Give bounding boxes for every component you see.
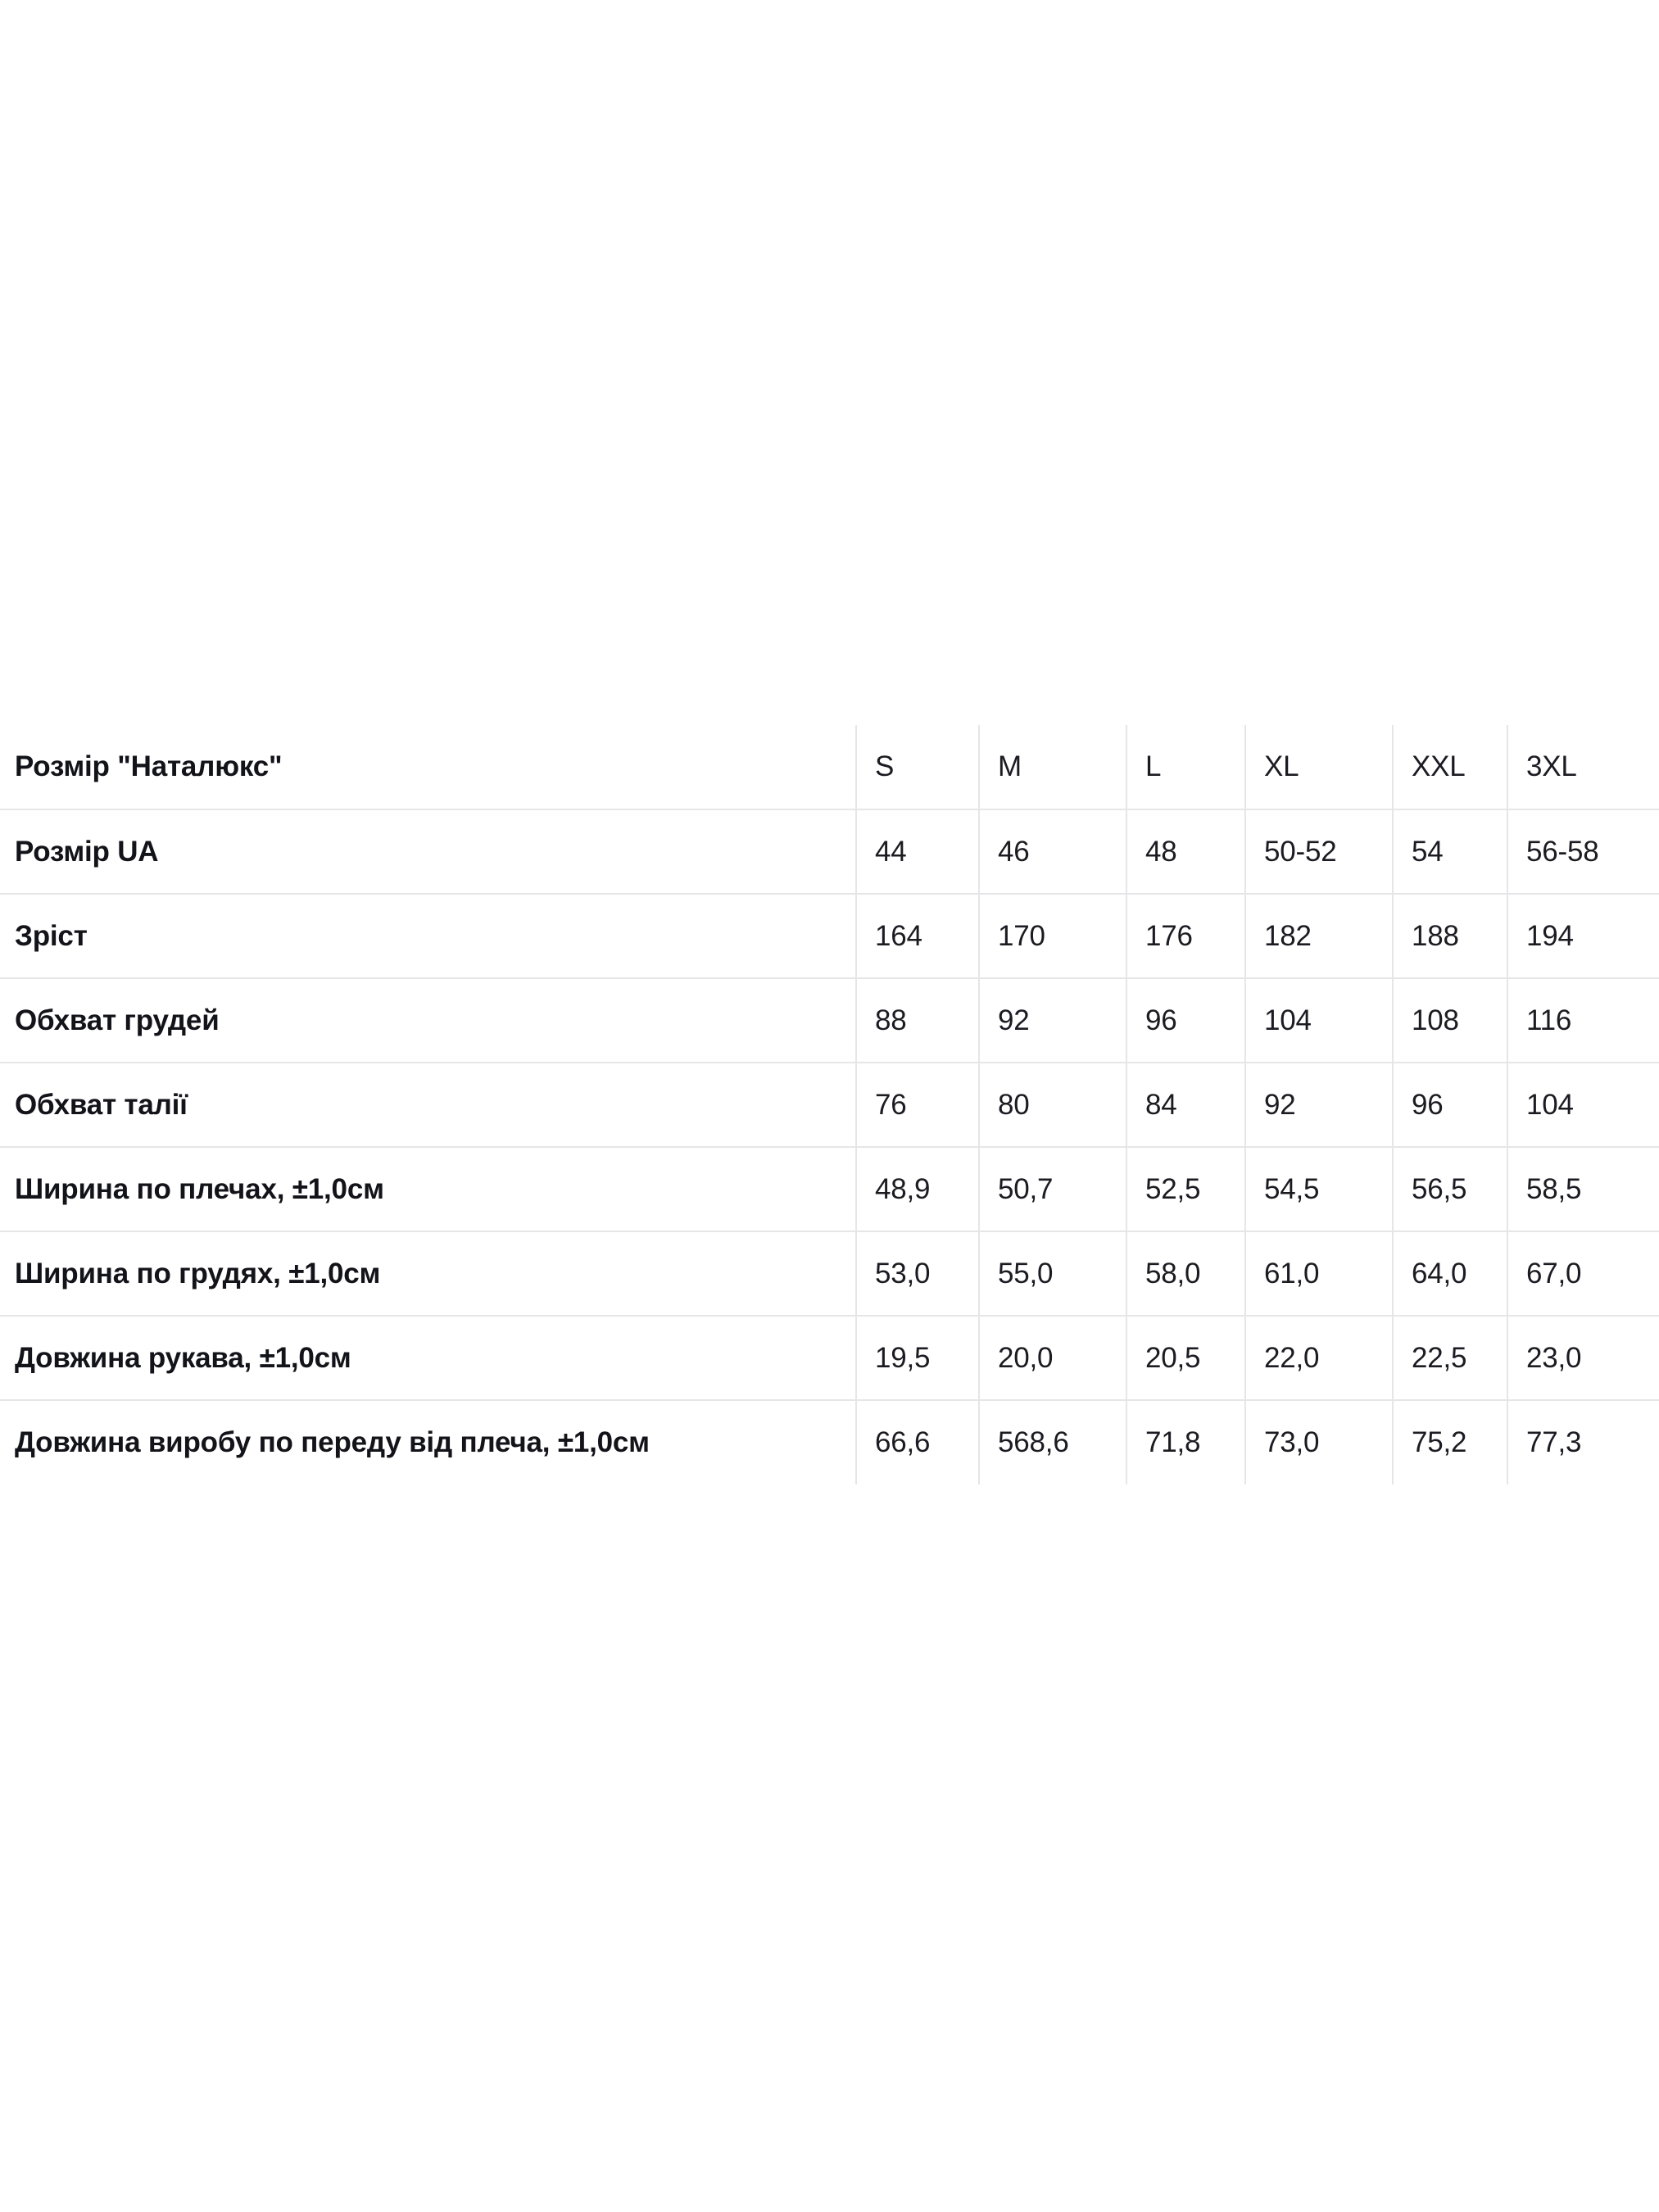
cell-front-length-xxl: 75,2 <box>1392 1399 1507 1484</box>
row-label-chest-width: Ширина по грудях, ±1,0см <box>0 1231 856 1316</box>
row-label-waist-girth: Обхват талії <box>0 1062 856 1147</box>
column-header-s: S <box>855 725 979 809</box>
table-row-front-length: Довжина виробу по переду від плеча, ±1,0… <box>0 1399 1659 1484</box>
cell-front-length-l: 71,8 <box>1126 1399 1245 1484</box>
cell-waist-girth-xl: 92 <box>1244 1062 1393 1147</box>
cell-chest-width-xxl: 64,0 <box>1392 1231 1507 1316</box>
cell-front-length-3xl: 77,3 <box>1507 1399 1659 1484</box>
table-row-shoulder-width: Ширина по плечах, ±1,0см 48,9 50,7 52,5 … <box>0 1146 1659 1231</box>
cell-waist-girth-xxl: 96 <box>1392 1062 1507 1147</box>
cell-sleeve-length-s: 19,5 <box>855 1315 979 1400</box>
cell-chest-width-3xl: 67,0 <box>1507 1231 1659 1316</box>
column-header-l: L <box>1126 725 1245 809</box>
column-header-3xl: 3XL <box>1507 725 1659 809</box>
row-label-chest-girth: Обхват грудей <box>0 977 856 1063</box>
cell-shoulder-width-xxl: 56,5 <box>1392 1146 1507 1231</box>
cell-shoulder-width-3xl: 58,5 <box>1507 1146 1659 1231</box>
cell-front-length-xl: 73,0 <box>1244 1399 1393 1484</box>
row-label-shoulder-width: Ширина по плечах, ±1,0см <box>0 1146 856 1231</box>
cell-front-length-m: 568,6 <box>978 1399 1126 1484</box>
cell-height-xl: 182 <box>1244 893 1393 978</box>
row-label-front-length: Довжина виробу по переду від плеча, ±1,0… <box>0 1399 856 1484</box>
cell-chest-girth-xxl: 108 <box>1392 977 1507 1063</box>
row-label-height: Зріст <box>0 893 856 978</box>
table-row-chest-girth: Обхват грудей 88 92 96 104 108 116 <box>0 977 1659 1063</box>
cell-waist-girth-3xl: 104 <box>1507 1062 1659 1147</box>
table-row-waist-girth: Обхват талії 76 80 84 92 96 104 <box>0 1062 1659 1147</box>
cell-shoulder-width-l: 52,5 <box>1126 1146 1245 1231</box>
cell-height-l: 176 <box>1126 893 1245 978</box>
cell-chest-width-s: 53,0 <box>855 1231 979 1316</box>
cell-ua-size-xl: 50-52 <box>1244 809 1393 894</box>
table-row-sleeve-length: Довжина рукава, ±1,0см 19,5 20,0 20,5 22… <box>0 1315 1659 1400</box>
cell-chest-width-xl: 61,0 <box>1244 1231 1393 1316</box>
column-header-m: M <box>978 725 1126 809</box>
row-label-sleeve-length: Довжина рукава, ±1,0см <box>0 1315 856 1400</box>
cell-front-length-s: 66,6 <box>855 1399 979 1484</box>
cell-ua-size-s: 44 <box>855 809 979 894</box>
row-label-brand-size: Розмір "Наталюкс" <box>0 725 856 809</box>
cell-shoulder-width-m: 50,7 <box>978 1146 1126 1231</box>
cell-height-xxl: 188 <box>1392 893 1507 978</box>
cell-sleeve-length-xl: 22,0 <box>1244 1315 1393 1400</box>
cell-chest-girth-xl: 104 <box>1244 977 1393 1063</box>
column-header-xxl: XXL <box>1392 725 1507 809</box>
cell-height-3xl: 194 <box>1507 893 1659 978</box>
cell-chest-width-l: 58,0 <box>1126 1231 1245 1316</box>
cell-waist-girth-s: 76 <box>855 1062 979 1147</box>
table-row-brand-size: Розмір "Наталюкс" S M L XL XXL 3XL <box>0 725 1659 809</box>
cell-chest-girth-l: 96 <box>1126 977 1245 1063</box>
cell-shoulder-width-xl: 54,5 <box>1244 1146 1393 1231</box>
cell-sleeve-length-l: 20,5 <box>1126 1315 1245 1400</box>
column-header-xl: XL <box>1244 725 1393 809</box>
size-chart-table: Розмір "Наталюкс" S M L XL XXL 3XL Розмі… <box>0 725 1659 1484</box>
row-label-ua-size: Розмір UA <box>0 809 856 894</box>
cell-chest-girth-s: 88 <box>855 977 979 1063</box>
cell-ua-size-l: 48 <box>1126 809 1245 894</box>
cell-ua-size-xxl: 54 <box>1392 809 1507 894</box>
size-chart-container: Розмір "Наталюкс" S M L XL XXL 3XL Розмі… <box>0 725 1659 1484</box>
table-row-ua-size: Розмір UA 44 46 48 50-52 54 56-58 <box>0 809 1659 894</box>
cell-shoulder-width-s: 48,9 <box>855 1146 979 1231</box>
table-row-chest-width: Ширина по грудях, ±1,0см 53,0 55,0 58,0 … <box>0 1231 1659 1316</box>
cell-waist-girth-m: 80 <box>978 1062 1126 1147</box>
cell-height-s: 164 <box>855 893 979 978</box>
cell-ua-size-3xl: 56-58 <box>1507 809 1659 894</box>
cell-chest-girth-3xl: 116 <box>1507 977 1659 1063</box>
table-row-height: Зріст 164 170 176 182 188 194 <box>0 893 1659 978</box>
cell-ua-size-m: 46 <box>978 809 1126 894</box>
cell-chest-girth-m: 92 <box>978 977 1126 1063</box>
cell-sleeve-length-3xl: 23,0 <box>1507 1315 1659 1400</box>
cell-height-m: 170 <box>978 893 1126 978</box>
size-chart-body: Розмір "Наталюкс" S M L XL XXL 3XL Розмі… <box>0 725 1659 1484</box>
cell-sleeve-length-xxl: 22,5 <box>1392 1315 1507 1400</box>
cell-sleeve-length-m: 20,0 <box>978 1315 1126 1400</box>
cell-chest-width-m: 55,0 <box>978 1231 1126 1316</box>
cell-waist-girth-l: 84 <box>1126 1062 1245 1147</box>
